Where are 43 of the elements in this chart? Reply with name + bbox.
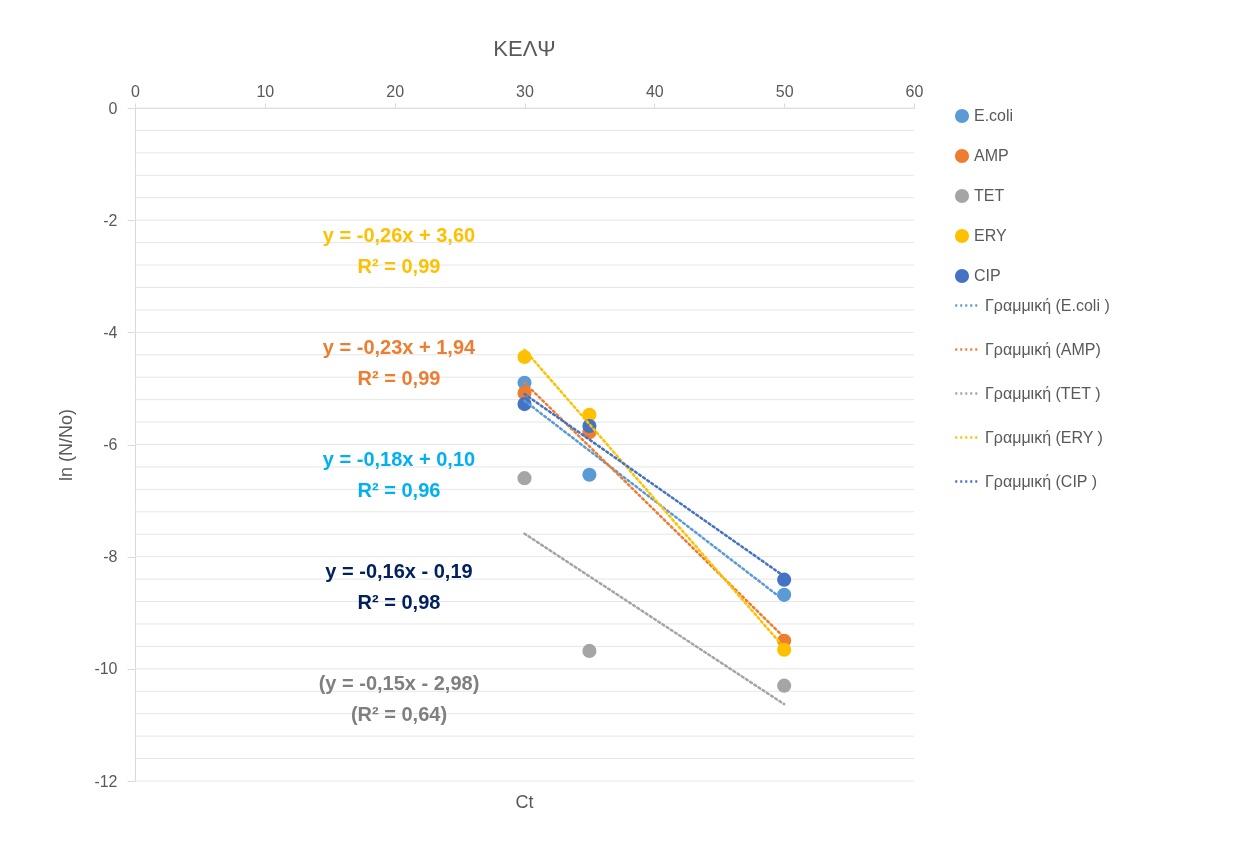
x-tick-label: 0 (131, 82, 141, 100)
annotation: y = -0,18x + 0,10 (322, 448, 476, 470)
y-tick-label: -8 (103, 548, 118, 566)
y-tick-label: -10 (94, 660, 118, 678)
point (777, 642, 792, 657)
annotation: y = -0,16x - 0,19 (325, 560, 473, 582)
chart-title: ΚΕΛΨ (493, 36, 556, 61)
annotation: y = -0,23x + 1,94 (322, 336, 477, 358)
legend-label: CIP (974, 267, 1001, 284)
annotation: (y = -0,15x - 2,98) (318, 672, 480, 694)
y-tick-label: -2 (103, 211, 118, 229)
legend-label: Γραμμική (CIP ) (985, 472, 1097, 490)
legend-label: Γραμμική (ERY ) (985, 428, 1103, 446)
legend-label: ERY (974, 227, 1007, 244)
point (517, 471, 532, 486)
legend-label: TET (974, 187, 1005, 204)
y-tick-label: -6 (103, 436, 118, 453)
x-tick-label: 10 (256, 82, 275, 100)
x-tick-label: 20 (386, 82, 405, 100)
legend-label: AMP (974, 147, 1009, 164)
annotation: R² = 0,98 (357, 591, 441, 613)
annotation: (R² = 0,64) (350, 703, 448, 725)
y-tick-label: -4 (103, 323, 118, 341)
x-tick-label: 30 (516, 82, 534, 100)
point (582, 643, 597, 658)
x-axis-title: Ct (515, 792, 534, 812)
x-tick-label: 60 (905, 82, 924, 100)
annotation: R² = 0,96 (357, 479, 441, 501)
x-tick-label: 50 (775, 82, 794, 100)
legend-label: E.coli (974, 107, 1014, 124)
annotation: R² = 0,99 (357, 367, 441, 389)
point (777, 678, 792, 693)
annotation: y = -0,26x + 3,60 (322, 224, 476, 246)
legend-label: Γραμμική (E.coli ) (985, 296, 1110, 314)
y-tick-label: -12 (94, 772, 118, 790)
y-tick-label: 0 (108, 99, 118, 117)
point (777, 572, 792, 587)
legend-label: Γραμμική (AMP) (985, 340, 1101, 358)
x-tick-label: 40 (645, 82, 664, 100)
annotation: R² = 0,99 (357, 255, 441, 277)
point (582, 467, 597, 482)
y-axis-title: ln (N/No) (56, 408, 77, 482)
legend-label: Γραμμική (TET ) (985, 384, 1101, 402)
